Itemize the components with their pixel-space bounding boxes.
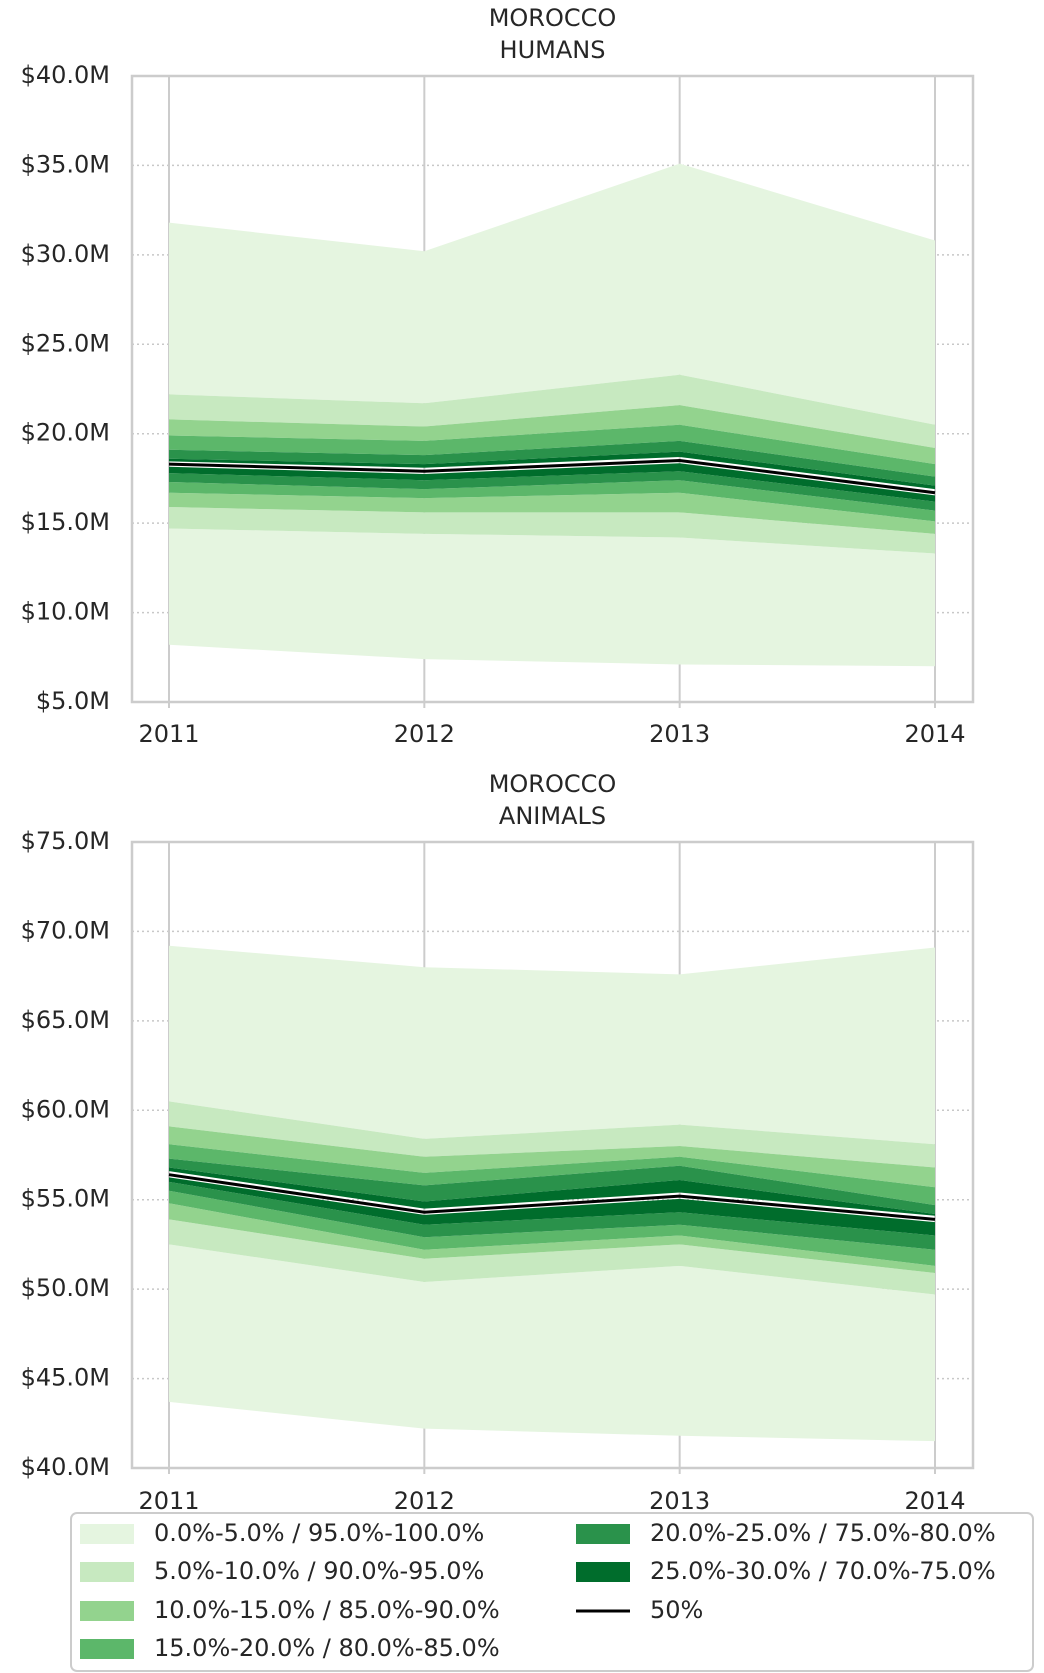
band-lower xyxy=(169,1219,935,1295)
band-lower xyxy=(169,1244,935,1442)
legend-label: 5.0%-10.0% / 90.0%-95.0% xyxy=(154,1557,484,1585)
chart-title: MOROCCO xyxy=(489,770,617,798)
x-tick-label: 2013 xyxy=(649,720,710,748)
legend-label: 50% xyxy=(650,1596,703,1624)
median-line xyxy=(168,459,936,495)
y-tick-label: $40.0M xyxy=(21,61,110,89)
band-lower xyxy=(169,1203,935,1274)
band-lower xyxy=(169,480,935,522)
band-upper xyxy=(169,374,935,449)
band-lower xyxy=(169,492,935,534)
y-tick-label: $15.0M xyxy=(21,508,110,536)
band-upper xyxy=(169,1167,935,1216)
legend-label: 15.0%-20.0% / 80.0%-85.0% xyxy=(154,1634,500,1662)
y-tick-label: $20.0M xyxy=(21,419,110,447)
legend-label: 25.0%-30.0% / 70.0%-75.0% xyxy=(650,1557,996,1585)
y-tick-label: $70.0M xyxy=(21,916,110,944)
x-tick-label: 2013 xyxy=(649,1487,710,1515)
legend-swatch xyxy=(80,1601,134,1621)
plot-frame xyxy=(130,74,975,704)
legend-label: 20.0%-25.0% / 75.0%-80.0% xyxy=(650,1519,996,1547)
band-lower xyxy=(169,507,935,554)
x-tick-label: 2012 xyxy=(394,1487,455,1515)
x-tick-label: 2014 xyxy=(904,1487,965,1515)
band-upper xyxy=(169,424,935,477)
y-tick-label: $45.0M xyxy=(21,1364,110,1392)
band-upper xyxy=(169,1158,935,1215)
legend-swatch xyxy=(80,1562,134,1582)
x-tick-label: 2014 xyxy=(904,720,965,748)
band-lower xyxy=(169,1177,935,1236)
band-upper xyxy=(169,163,935,425)
band-lower xyxy=(169,528,935,667)
legend-label: 0.0%-5.0% / 95.0%-100.0% xyxy=(154,1519,484,1547)
band-lower xyxy=(169,1181,935,1250)
legend-swatch xyxy=(80,1639,134,1659)
legend-swatch xyxy=(80,1524,134,1544)
y-tick-label: $10.0M xyxy=(21,598,110,626)
chart-title: MOROCCO xyxy=(489,4,617,32)
x-tick-label: 2012 xyxy=(394,720,455,748)
y-tick-label: $60.0M xyxy=(21,1095,110,1123)
y-tick-label: $40.0M xyxy=(21,1453,110,1481)
band-lower xyxy=(169,1190,935,1266)
band-upper xyxy=(169,1144,935,1206)
band-upper xyxy=(169,405,935,465)
x-tick-label: 2011 xyxy=(138,1487,199,1515)
plot-frame xyxy=(130,840,975,1470)
y-tick-label: $5.0M xyxy=(36,687,110,715)
band-lower xyxy=(169,463,935,502)
chart-title: ANIMALS xyxy=(499,802,606,830)
legend-swatch xyxy=(576,1524,630,1544)
legend-swatch xyxy=(576,1562,630,1582)
y-tick-label: $55.0M xyxy=(21,1185,110,1213)
median-line xyxy=(168,1173,936,1221)
band-upper xyxy=(169,451,935,490)
y-tick-label: $25.0M xyxy=(21,329,110,357)
legend-box xyxy=(70,1512,1034,1672)
legend-label: 10.0%-15.0% / 85.0%-90.0% xyxy=(154,1596,500,1624)
band-lower xyxy=(169,471,935,511)
y-tick-label: $30.0M xyxy=(21,240,110,268)
chart-title: HUMANS xyxy=(500,36,606,64)
y-tick-label: $50.0M xyxy=(21,1274,110,1302)
band-upper xyxy=(169,945,935,1145)
band-upper xyxy=(169,440,935,486)
band-upper xyxy=(169,1101,935,1168)
x-tick-label: 2011 xyxy=(138,720,199,748)
y-tick-label: $65.0M xyxy=(21,1006,110,1034)
y-tick-label: $35.0M xyxy=(21,150,110,178)
y-tick-label: $75.0M xyxy=(21,827,110,855)
band-upper xyxy=(169,1126,935,1188)
